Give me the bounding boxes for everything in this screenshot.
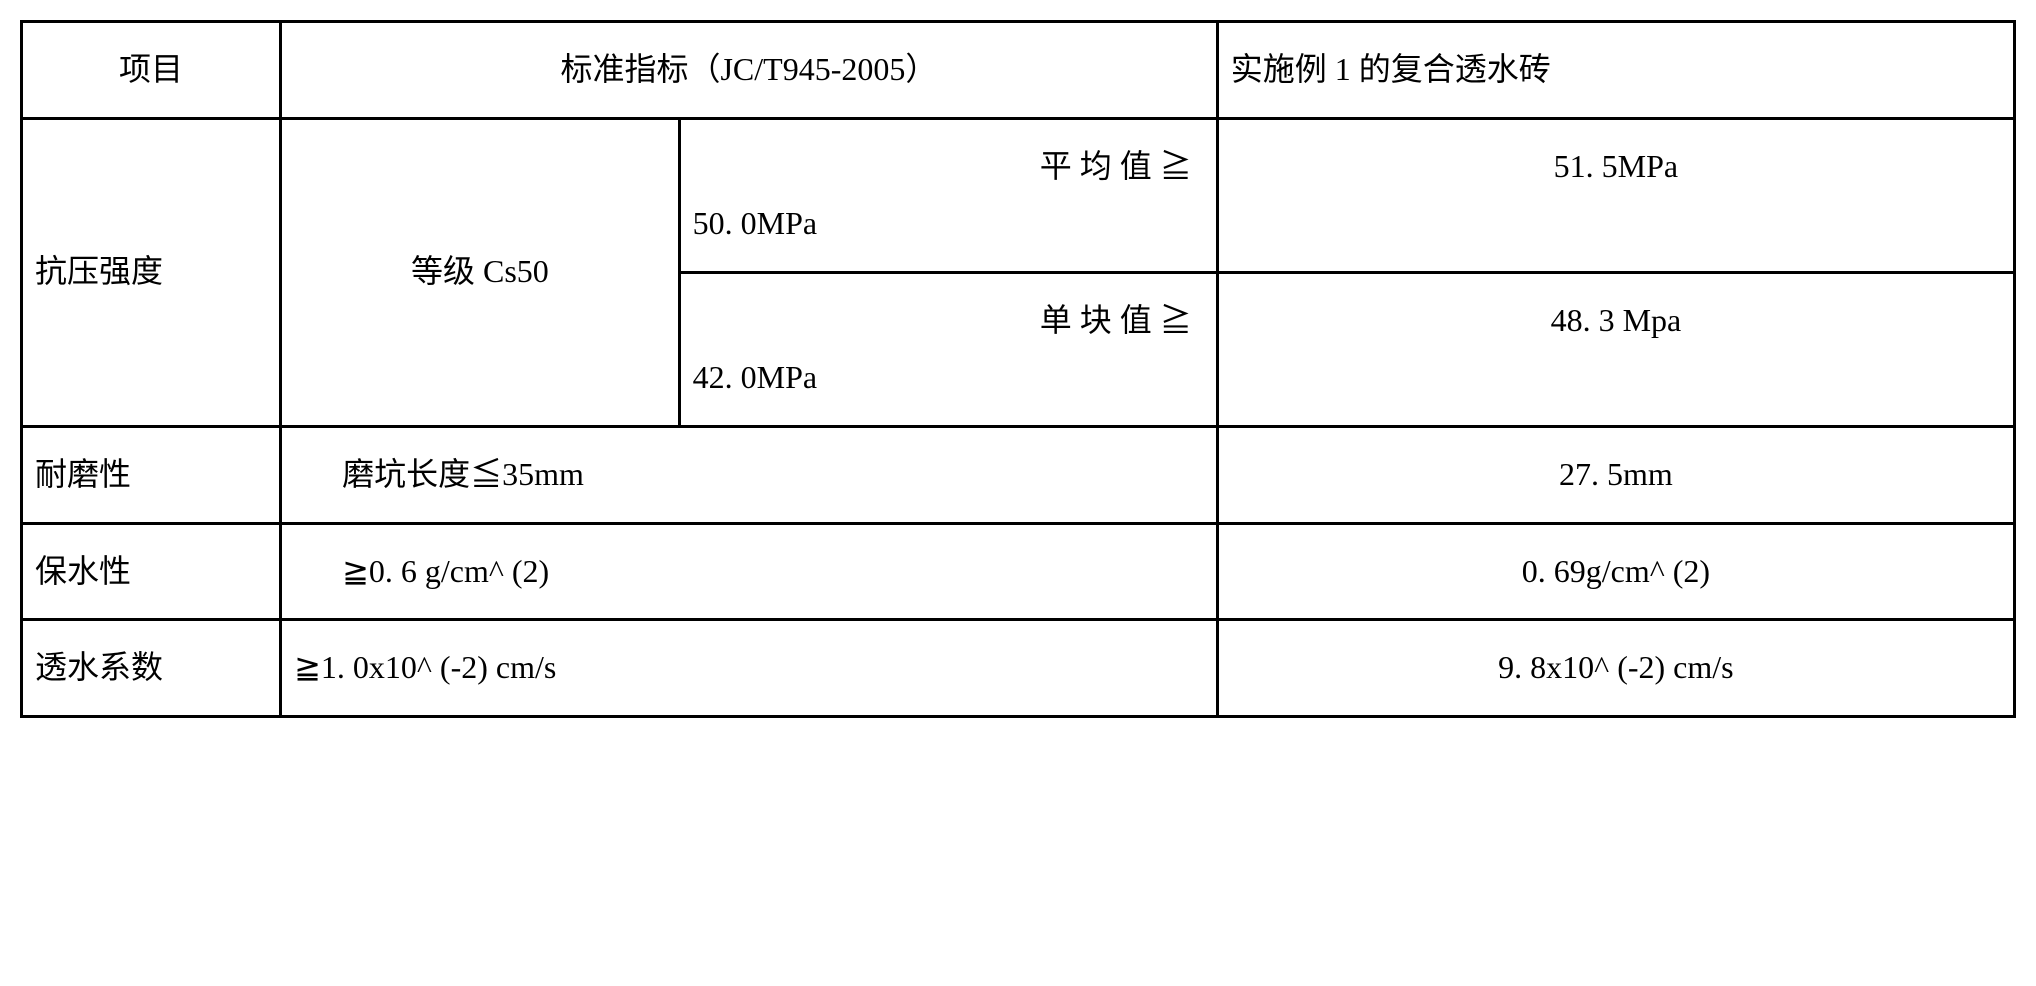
cell-single-label: 单 块 值 ≧ [693, 292, 1204, 350]
table-row: 透水系数 ≧1. 0x10^ (-2) cm/s 9. 8x10^ (-2) c… [22, 620, 2015, 717]
cell-single-spec: 单 块 值 ≧ 42. 0MPa [679, 272, 1217, 426]
cell-abrasion-result: 27. 5mm [1217, 426, 2014, 523]
cell-avg-value: 50. 0MPa [693, 195, 1204, 253]
header-cell-item: 项目 [22, 22, 281, 119]
table-row: 耐磨性 磨坑长度≦35mm 27. 5mm [22, 426, 2015, 523]
table-row: 项目 标准指标（JC/T945-2005） 实施例 1 的复合透水砖 [22, 22, 2015, 119]
cell-single-value: 42. 0MPa [693, 349, 1204, 407]
cell-abrasion-spec: 磨坑长度≦35mm [281, 426, 1218, 523]
cell-water-retention-spec: ≧0. 6 g/cm^ (2) [281, 523, 1218, 620]
header-cell-example: 实施例 1 的复合透水砖 [1217, 22, 2014, 119]
cell-permeability-result: 9. 8x10^ (-2) cm/s [1217, 620, 2014, 717]
cell-water-retention-result: 0. 69g/cm^ (2) [1217, 523, 2014, 620]
cell-water-retention: 保水性 [22, 523, 281, 620]
cell-avg-label: 平 均 值 ≧ [693, 138, 1204, 196]
cell-compressive-strength: 抗压强度 [22, 118, 281, 426]
header-cell-standard: 标准指标（JC/T945-2005） [281, 22, 1218, 119]
cell-permeability: 透水系数 [22, 620, 281, 717]
cell-permeability-spec: ≧1. 0x10^ (-2) cm/s [281, 620, 1218, 717]
cell-avg-result: 51. 5MPa [1217, 118, 2014, 272]
data-table: 项目 标准指标（JC/T945-2005） 实施例 1 的复合透水砖 抗压强度 … [20, 20, 2016, 718]
table-row: 保水性 ≧0. 6 g/cm^ (2) 0. 69g/cm^ (2) [22, 523, 2015, 620]
cell-single-result: 48. 3 Mpa [1217, 272, 2014, 426]
cell-abrasion: 耐磨性 [22, 426, 281, 523]
table-row: 抗压强度 等级 Cs50 平 均 值 ≧ 50. 0MPa 51. 5MPa [22, 118, 2015, 272]
table-container: 项目 标准指标（JC/T945-2005） 实施例 1 的复合透水砖 抗压强度 … [20, 20, 2016, 718]
cell-avg-spec: 平 均 值 ≧ 50. 0MPa [679, 118, 1217, 272]
cell-grade-cs50: 等级 Cs50 [281, 118, 680, 426]
